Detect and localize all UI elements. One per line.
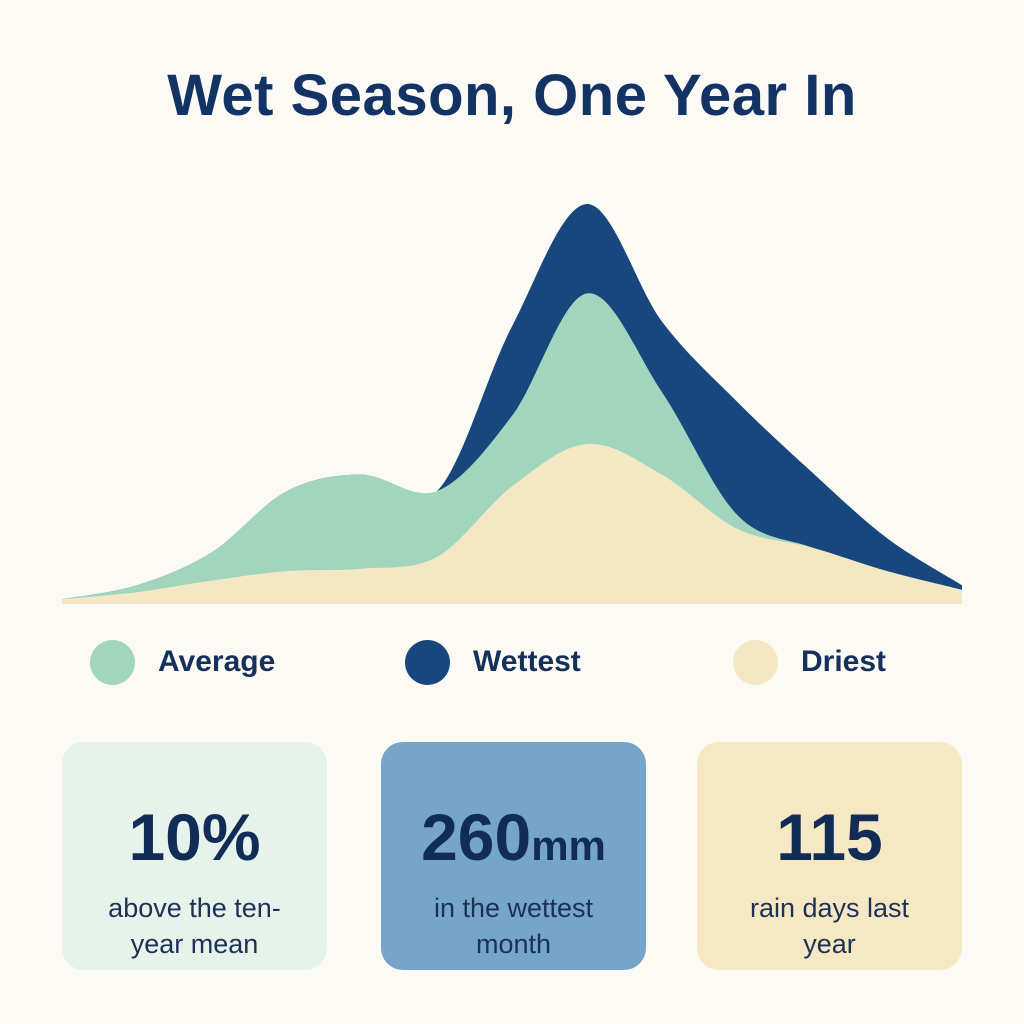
legend-item-average: Average <box>90 634 275 690</box>
legend-item-driest: Driest <box>733 634 886 690</box>
stat-caption: above the ten-year mean <box>108 893 281 959</box>
legend-item-wettest: Wettest <box>405 634 581 690</box>
legend-label-driest: Driest <box>801 645 887 678</box>
legend-label-average: Average <box>158 645 276 678</box>
stat-card-wettest: 260mm in the wettest month <box>381 742 646 970</box>
legend-swatch-driest <box>733 639 778 685</box>
legend-swatch-average <box>90 639 135 685</box>
area-series-average <box>62 293 962 604</box>
stat-value: 115 <box>776 800 883 874</box>
stat-card-driest: 115 rain days last year <box>697 742 962 970</box>
stat-caption: in the wettest month <box>433 893 594 959</box>
area-chart <box>62 203 962 604</box>
chart-legend: Average Wettest Driest <box>0 634 1024 690</box>
stat-value: 260mm <box>421 800 606 874</box>
stat-value: 10% <box>128 800 261 874</box>
stat-caption: rain days last year <box>749 893 910 959</box>
chart-title: Wet Season, One Year In <box>167 63 857 128</box>
legend-swatch-wettest <box>405 639 450 685</box>
legend-label-wettest: Wettest <box>473 645 581 678</box>
stat-card-average: 10% above the ten-year mean <box>62 742 327 970</box>
area-series-driest <box>62 443 962 604</box>
